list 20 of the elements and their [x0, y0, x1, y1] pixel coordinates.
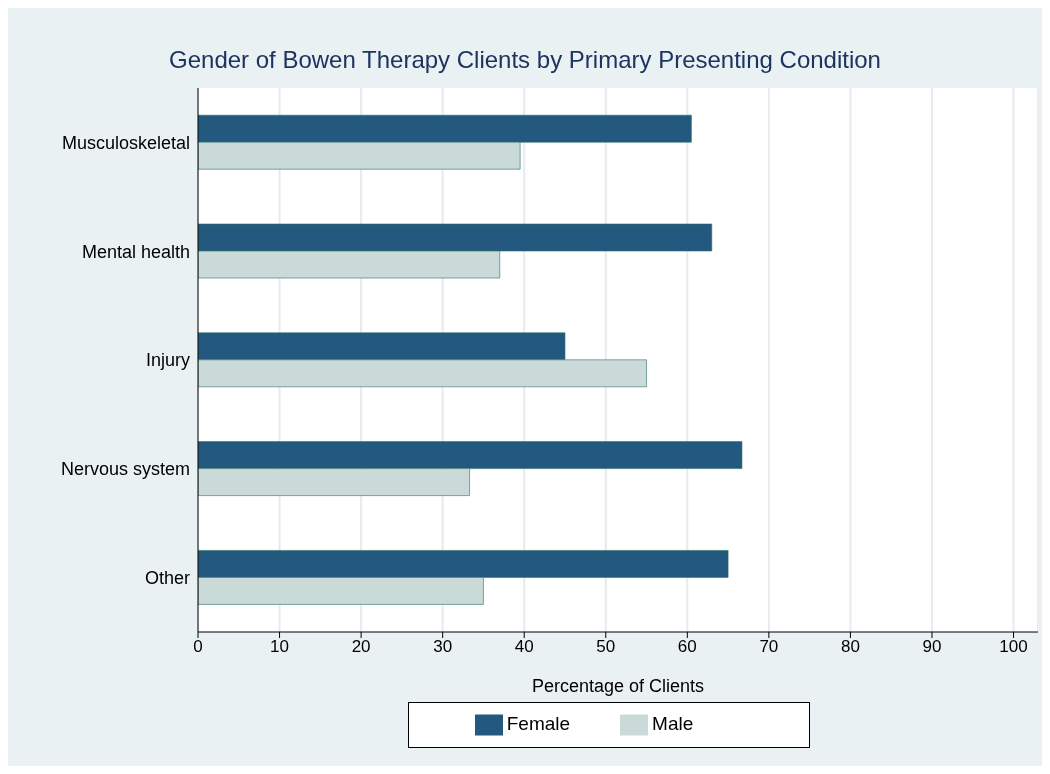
x-tick-label: 70: [759, 637, 779, 657]
y-tick-label: Injury: [145, 350, 190, 371]
x-tick-label: 30: [433, 637, 453, 657]
x-tick-label: 60: [677, 637, 697, 657]
chart-title: Gender of Bowen Therapy Clients by Primary Presenting Condition: [168, 46, 882, 74]
x-tick-label: 80: [840, 637, 860, 657]
y-tick-label: Nervous system: [60, 459, 190, 480]
x-tick-label: 10: [270, 637, 290, 657]
x-tick-label: 40: [514, 637, 534, 657]
y-tick-label: Mental health: [81, 241, 190, 262]
x-tick-label: 0: [193, 637, 203, 657]
legend-label: Male: [652, 713, 694, 735]
x-tick-label: 90: [922, 637, 942, 657]
y-tick-label: Other: [144, 567, 190, 588]
x-tick-label: 50: [596, 637, 616, 657]
y-tick-label: Musculoskeletal: [61, 132, 190, 153]
x-axis-title: Percentage of Clients: [531, 676, 705, 696]
x-tick-label: 100: [999, 637, 1028, 657]
legend-label: Female: [506, 713, 571, 735]
x-tick-label: 20: [351, 637, 371, 657]
